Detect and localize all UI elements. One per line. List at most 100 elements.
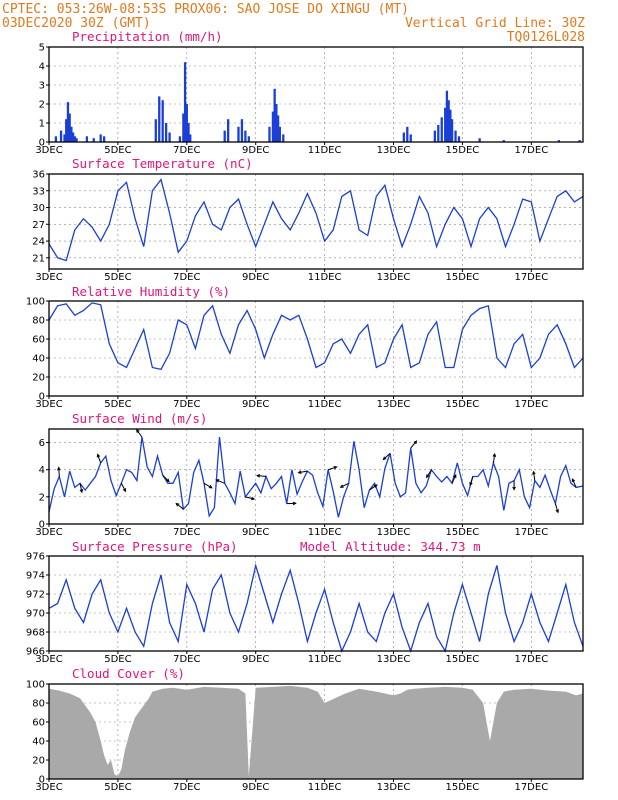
humidity-ytick-label: 60 — [32, 335, 45, 346]
precip-bar — [102, 136, 106, 142]
temperature-title: Surface Temperature (nC) — [72, 156, 253, 171]
precip-bar — [445, 90, 449, 142]
wind-ytick-label: 6 — [39, 438, 45, 449]
wind-arrow-shaft — [340, 482, 349, 488]
pressure-xtick-label: 17DEC — [514, 654, 548, 665]
precip-bar — [437, 124, 440, 142]
wind-arrow-shaft — [120, 483, 127, 492]
precip-bar — [282, 134, 285, 142]
humidity-xtick-label: 15DEC — [446, 399, 480, 410]
wind-arrow-head — [469, 482, 473, 487]
temperature-xtick-label: 5DEC — [104, 272, 131, 283]
temperature-series-line — [48, 178, 584, 262]
precip-bar — [154, 119, 157, 142]
pressure-ytick-label: 974 — [26, 571, 45, 582]
precip-bar — [444, 107, 447, 142]
wind-arrow-shaft — [383, 453, 391, 460]
precip-ytick-label: 2 — [39, 100, 45, 111]
wind-arrow-head — [122, 488, 127, 493]
wind-xtick-label: 13DEC — [377, 527, 411, 538]
wind-arrow-head — [165, 478, 170, 483]
precip-bar — [164, 123, 168, 142]
cloud-ytick-label: 100 — [26, 680, 45, 691]
precip-bar — [66, 102, 70, 142]
cloud-title: Cloud Cover (%) — [72, 666, 185, 681]
precip-bar — [65, 119, 68, 142]
precip-bar — [278, 126, 281, 142]
temperature-xtick-label: 15DEC — [446, 272, 480, 283]
precip-bar — [161, 100, 164, 142]
pressure-ytick-label: 970 — [26, 609, 45, 620]
temperature-ytick-label: 36 — [32, 170, 45, 181]
humidity-frame — [48, 300, 584, 397]
wind-arrow-shaft — [369, 484, 378, 491]
cloud-xtick-label: 5DEC — [104, 782, 131, 793]
plots-group: 0 1 2 3 4 5 3DEC 5DEC 7DEC 9DEC 11DEC 13DEC 15DEC 17D… — [26, 43, 584, 793]
wind-arrow-shaft — [97, 454, 102, 464]
pressure-frame — [48, 555, 584, 652]
temperature-frame — [48, 173, 584, 270]
wind-arrow-shaft — [533, 471, 536, 481]
cloud-ytick-label: 80 — [32, 699, 45, 710]
wind-arrow-shaft — [298, 470, 308, 474]
wind-arrow-shaft — [216, 479, 225, 484]
pressure-xtick-label: 11DEC — [308, 654, 342, 665]
humidity-xtick-label: 9DEC — [242, 399, 269, 410]
wind-ytick-label: 2 — [39, 492, 45, 503]
wind-arrow-head — [571, 478, 576, 483]
precip-xtick-label: 7DEC — [173, 145, 200, 156]
wind-xtick-label: 11DEC — [308, 527, 342, 538]
precip-bar — [168, 132, 171, 142]
precip-bar — [240, 119, 244, 142]
precip-ytick-label: 3 — [39, 81, 45, 92]
precip-bar — [70, 126, 73, 142]
wind-arrow-head — [251, 496, 256, 501]
precip-bar — [185, 104, 188, 142]
precip-frame — [48, 46, 584, 143]
cloud-cover-area — [49, 685, 583, 779]
cloud-xtick-label: 9DEC — [242, 782, 269, 793]
precip-bar — [227, 119, 230, 142]
pressure-ytick-label: 966 — [26, 647, 45, 658]
precip-bar — [75, 138, 78, 142]
wind-arrow-head — [555, 509, 559, 514]
wind-arrow-shaft — [410, 440, 417, 449]
wind-arrow-head — [453, 474, 457, 479]
pressure-xtick-label: 9DEC — [242, 654, 269, 665]
cloud-xtick-label: 13DEC — [377, 782, 411, 793]
precip-bar — [244, 130, 247, 142]
precip-bar — [59, 130, 63, 142]
precip-bar — [578, 140, 581, 142]
humidity-xtick-label: 11DEC — [308, 399, 342, 410]
precip-bar — [447, 100, 450, 142]
precip-xtick-label: 11DEC — [308, 145, 342, 156]
wind-arrow-shaft — [257, 475, 267, 477]
header-line-1: CPTEC: 053:26W-08:53S PROX06: SAO JOSE D… — [2, 2, 409, 17]
precip-xtick-label: 13DEC — [377, 145, 411, 156]
wind-arrow-head — [175, 502, 180, 507]
humidity-ytick-label: 0 — [39, 392, 45, 403]
precip-xtick-label: 5DEC — [104, 145, 131, 156]
wind-arrow-head — [208, 484, 213, 489]
temperature-xtick-label: 17DEC — [514, 272, 548, 283]
precip-bar — [409, 134, 412, 142]
wind-ytick-label: 0 — [39, 520, 45, 531]
wind-arrow-shaft — [426, 469, 432, 478]
wind-arrow-head — [136, 428, 140, 433]
wind-arrow-head — [426, 474, 430, 479]
wind-arrow-head — [373, 484, 378, 488]
wind-title: Surface Wind (m/s) — [72, 411, 207, 426]
wind-xtick-label: 17DEC — [514, 527, 548, 538]
cloud-ytick-label: 60 — [32, 718, 45, 729]
precip-bar — [457, 136, 461, 142]
wind-arrow-head — [57, 466, 61, 471]
precip-bar — [182, 113, 185, 142]
cloud-frame — [48, 683, 584, 780]
precip-bar — [450, 119, 454, 142]
temperature-ytick-label: 21 — [32, 253, 45, 264]
cloud-xtick-label: 3DEC — [35, 782, 62, 793]
humidity-xtick-label: 3DEC — [35, 399, 62, 410]
precip-bar — [189, 134, 192, 142]
temperature-xtick-label: 13DEC — [377, 272, 411, 283]
precip-bar — [402, 132, 405, 142]
